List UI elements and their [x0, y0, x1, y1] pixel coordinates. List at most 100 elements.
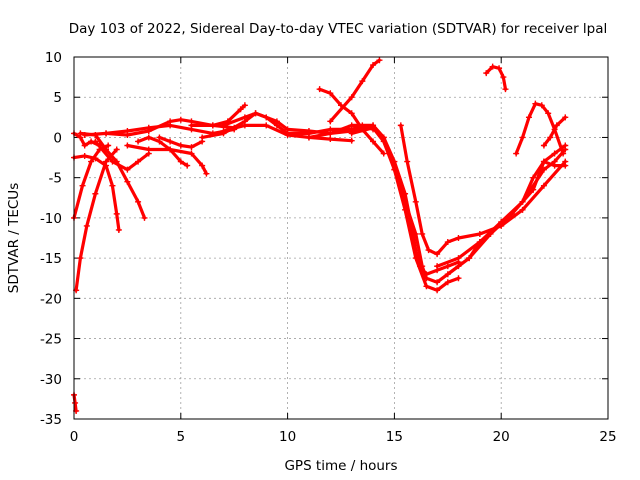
data-point [434, 279, 441, 286]
series-trace [542, 115, 567, 148]
data-point [177, 158, 184, 165]
data-point [241, 114, 248, 121]
data-point [273, 118, 280, 125]
data-point [502, 86, 509, 93]
data-point [124, 166, 131, 173]
data-point [412, 255, 419, 262]
data-point [525, 114, 532, 121]
data-point [530, 186, 537, 193]
data-point [370, 62, 377, 69]
data-point [77, 130, 84, 137]
data-point [124, 128, 131, 135]
x-tick-label: 0 [70, 429, 79, 445]
series-arc-26 [519, 158, 569, 205]
data-point [547, 134, 554, 141]
y-tick-label: -30 [40, 372, 62, 388]
series-arc-24 [483, 63, 509, 93]
data-point [105, 142, 112, 149]
data-point [455, 255, 462, 262]
series-arc-18 [327, 57, 383, 125]
x-tick-label: 5 [177, 429, 186, 445]
data-point [81, 152, 88, 159]
data-point [402, 198, 409, 205]
data-point [404, 158, 411, 165]
data-point [348, 122, 355, 129]
data-point [177, 142, 184, 149]
series-trace [328, 58, 381, 123]
series-arc-10 [124, 142, 210, 177]
data-point [540, 142, 547, 149]
data-point [188, 122, 195, 129]
data-point [540, 182, 547, 189]
y-tick-label: 5 [53, 90, 62, 106]
data-point [109, 182, 116, 189]
data-point [188, 144, 195, 151]
y-tick-label: -35 [40, 412, 62, 428]
data-point [177, 116, 184, 123]
data-point [425, 247, 432, 254]
data-point [81, 132, 88, 139]
data-point [72, 399, 79, 406]
y-tick-label: 0 [53, 130, 62, 146]
data-point [103, 158, 110, 165]
data-point [241, 122, 248, 129]
plot-frame [73, 56, 609, 420]
y-axis-label: SDTVAR / TECUs [6, 183, 22, 293]
x-axis-label: GPS time / hours [284, 458, 397, 474]
data-point [109, 158, 116, 165]
data-point [553, 122, 560, 129]
data-point [77, 255, 84, 262]
data-point [305, 128, 312, 135]
y-tick-label: 10 [45, 50, 62, 66]
grid [74, 57, 608, 419]
data-point [500, 74, 507, 81]
data-point [551, 150, 558, 157]
data-point [444, 239, 451, 246]
data-point [141, 214, 148, 221]
data-point [444, 263, 451, 270]
series-trace [74, 147, 119, 292]
data-point [545, 110, 552, 117]
y-tick-label: -5 [49, 171, 62, 187]
data-point [284, 126, 291, 133]
data-point [220, 128, 227, 135]
series-arc-3 [73, 146, 120, 294]
data-point [135, 198, 142, 205]
data-point [92, 138, 99, 145]
data-point [370, 124, 377, 131]
series-arc-11 [156, 134, 206, 151]
data-point [434, 251, 441, 258]
data-point [562, 142, 569, 149]
data-point [327, 118, 334, 125]
data-point [434, 263, 441, 270]
data-point [489, 63, 496, 70]
series-trace [514, 102, 565, 156]
data-point [167, 138, 174, 145]
data-point [519, 134, 526, 141]
data-point [412, 230, 419, 237]
data-point [483, 70, 490, 77]
data-point [145, 134, 152, 141]
data-point [530, 174, 537, 181]
data-point [284, 132, 291, 139]
data-point [532, 100, 539, 107]
data-point [455, 275, 462, 282]
series-arc-12 [188, 102, 248, 129]
series-arc-27 [540, 114, 569, 149]
data-point [145, 146, 152, 153]
data-point [113, 210, 120, 217]
data-point [135, 138, 142, 145]
data-series [71, 57, 569, 414]
data-point [423, 283, 430, 290]
data-point [184, 162, 191, 169]
data-point [519, 206, 526, 213]
data-point [199, 134, 206, 141]
data-point [380, 138, 387, 145]
y-tick-label: -20 [40, 291, 62, 307]
series-trace [399, 123, 567, 256]
data-point [380, 150, 387, 157]
data-point [327, 136, 334, 143]
data-point [145, 124, 152, 131]
data-point [423, 275, 430, 282]
